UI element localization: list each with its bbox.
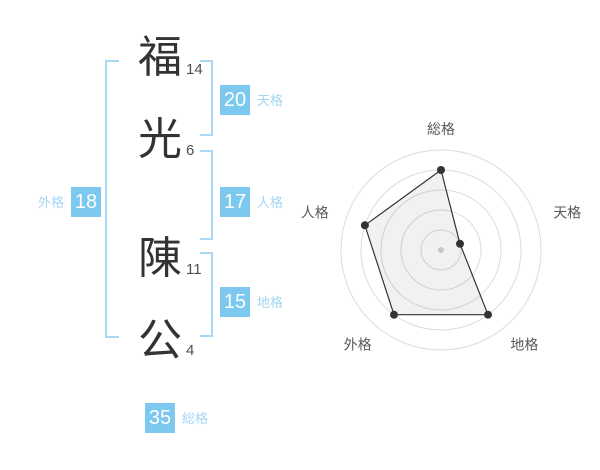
tenkaku-score: 20 天格 [220,85,283,115]
radar-axis-label: 地格 [510,337,538,353]
name-character-3: 陳 [138,234,182,283]
name-character-1: 福 [138,33,182,82]
radar-axis-label: 人格 [301,205,329,221]
soukaku-score-label: 総格 [182,410,209,426]
stroke-count-4: 4 [186,342,195,359]
jinkaku-score-label: 人格 [257,194,284,210]
gaikaku-score-badge: 18 [71,187,102,217]
chikaku-score: 15 地格 [220,287,283,317]
chikaku-bracket [200,252,213,337]
radar-axis-label: 外格 [344,337,372,353]
stroke-count-3: 11 [186,261,202,278]
radar-data-point [484,310,492,319]
radar-axis-label: 総格 [427,121,455,137]
radar-data-point [360,221,369,230]
radar-chart: 総格天格地格 外格 人格 [291,110,591,390]
stroke-count-2: 6 [186,142,195,159]
stroke-count-1: 14 [186,61,203,78]
tenkaku-score-label: 天格 [257,92,284,108]
jinkaku-bracket [200,150,213,240]
gaikaku-score-label: 外格 [38,194,65,210]
gaikaku-bracket [105,60,119,338]
radar-axis-label: 天格 [553,205,581,221]
name-character-2: 光 [138,115,182,164]
radar-ring [340,149,542,351]
radar-data-point [456,239,464,248]
radar-data-point [437,166,445,174]
tenkaku-score-badge: 20 [220,85,250,115]
radar-ring [380,189,502,311]
chikaku-score-badge: 15 [220,287,250,317]
jinkaku-score-badge: 17 [220,187,250,217]
name-character-4: 公 [138,316,182,365]
tenkaku-bracket [200,60,213,136]
chikaku-score-label: 地格 [257,294,284,310]
radar-data-polygon [364,169,489,316]
radar-center-dot [438,247,444,253]
radar-ring [400,209,482,291]
soukaku-score-badge: 35 [145,403,175,433]
radar-data-point [390,310,398,319]
jinkaku-score: 17 人格 [220,187,283,217]
soukaku-score: 35 総格 [145,403,208,433]
gaikaku-score: 外格 18 [38,187,102,217]
radar-ring [420,229,462,271]
